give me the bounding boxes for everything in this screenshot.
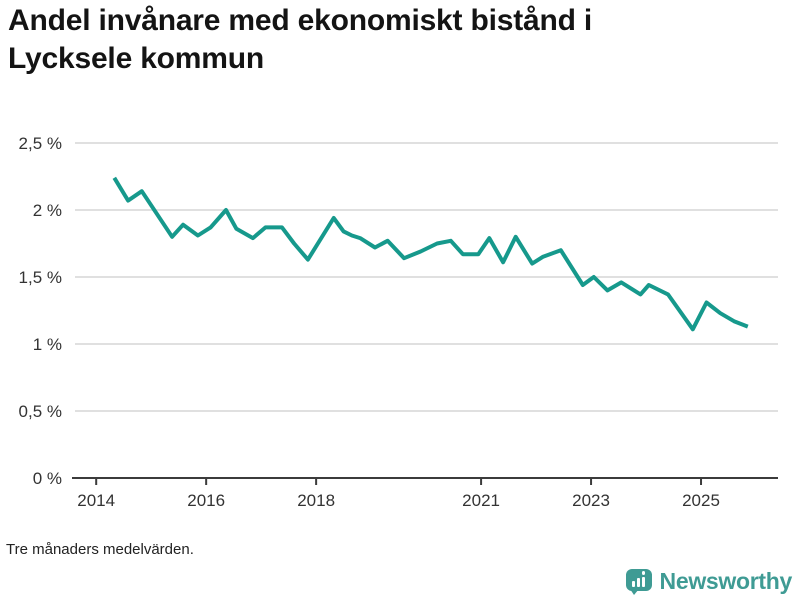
y-axis-tick-label: 1 % — [33, 335, 62, 354]
title-line-2: Lycksele kommun — [8, 42, 264, 75]
mini-bar-chart-glyph — [631, 571, 647, 587]
x-axis-tick-label: 2025 — [682, 491, 720, 510]
chart-footnote: Tre månaders medelvärden. — [6, 541, 194, 558]
newsworthy-logo[interactable]: Newsworthy — [625, 565, 793, 597]
y-axis-tick-label: 0 % — [33, 469, 62, 488]
title-line-1: Andel invånare med ekonomiskt bistånd i — [8, 4, 593, 37]
x-axis-tick-label: 2018 — [297, 491, 335, 510]
x-axis-tick-label: 2021 — [462, 491, 500, 510]
y-axis-tick-label: 0,5 % — [19, 402, 62, 421]
x-axis-tick-label: 2023 — [572, 491, 610, 510]
y-axis-tick-label: 2,5 % — [19, 134, 62, 153]
data-line — [112, 176, 749, 332]
page-title: Andel invånare med ekonomiskt bistånd i … — [8, 2, 778, 78]
x-axis-tick-label: 2014 — [77, 491, 115, 510]
brand-wordmark: Newsworthy — [659, 567, 793, 594]
x-axis-tick-label: 2016 — [187, 491, 225, 510]
bar-chart-speech-bubble-icon — [625, 568, 653, 595]
y-axis-tick-label: 2 % — [33, 201, 62, 220]
y-axis-tick-label: 1,5 % — [19, 268, 62, 287]
